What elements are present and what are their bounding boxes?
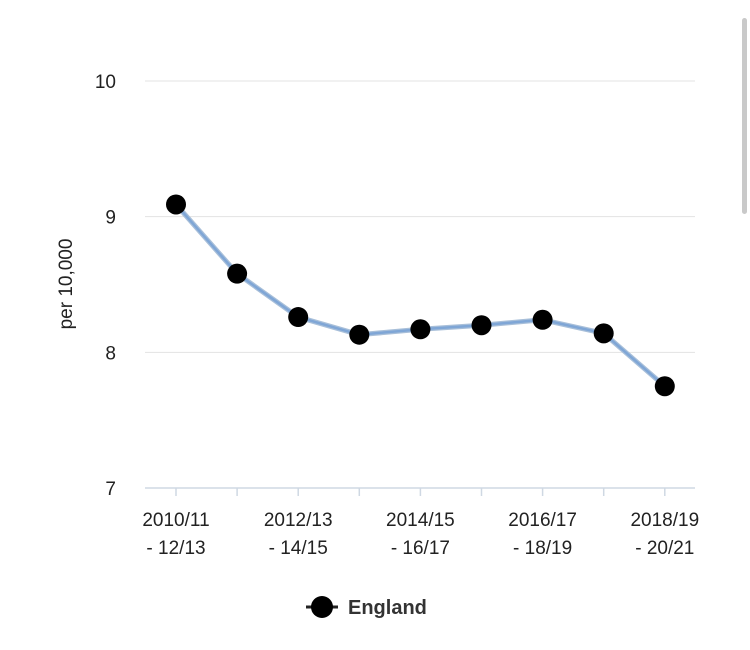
series-line-shadow	[174, 202, 667, 389]
data-point[interactable]	[288, 307, 309, 328]
data-point[interactable]	[227, 263, 248, 284]
legend-marker	[311, 596, 333, 618]
x-tick-label: - 16/17	[391, 538, 450, 559]
data-point[interactable]	[654, 376, 675, 397]
x-tick-label: 2012/13	[264, 510, 333, 531]
x-tick-label: - 20/21	[635, 538, 694, 559]
x-axis: 2010/11 - 12/13 2012/13 - 14/15 2014/15 - 16/…	[142, 487, 699, 559]
x-tick-label: - 18/19	[513, 538, 572, 559]
data-point[interactable]	[471, 315, 492, 336]
series-line	[175, 203, 666, 388]
series-england	[166, 194, 675, 397]
y-axis: 7 8 9 10	[95, 72, 116, 500]
x-tick-label: 2016/17	[508, 510, 577, 531]
data-point[interactable]	[532, 309, 553, 330]
scrollbar[interactable]	[742, 18, 747, 214]
x-tick-label: 2010/11	[142, 510, 209, 531]
x-tick-label: - 14/15	[269, 538, 328, 559]
data-point[interactable]	[593, 323, 614, 344]
data-point[interactable]	[166, 194, 186, 215]
data-point[interactable]	[410, 319, 431, 340]
legend[interactable]: England	[306, 596, 427, 619]
y-tick-label: 9	[105, 208, 116, 229]
gridlines	[145, 80, 695, 353]
x-tick-label: - 12/13	[146, 538, 205, 559]
y-axis-label: per 10,000	[56, 239, 77, 330]
y-tick-label: 8	[105, 343, 116, 364]
legend-label[interactable]: England	[348, 597, 427, 619]
data-point[interactable]	[349, 324, 370, 345]
y-tick-label: 10	[95, 72, 116, 93]
y-tick-label: 7	[105, 479, 116, 500]
x-tick-label: 2018/19	[630, 510, 699, 531]
x-tick-label: 2014/15	[386, 510, 455, 531]
